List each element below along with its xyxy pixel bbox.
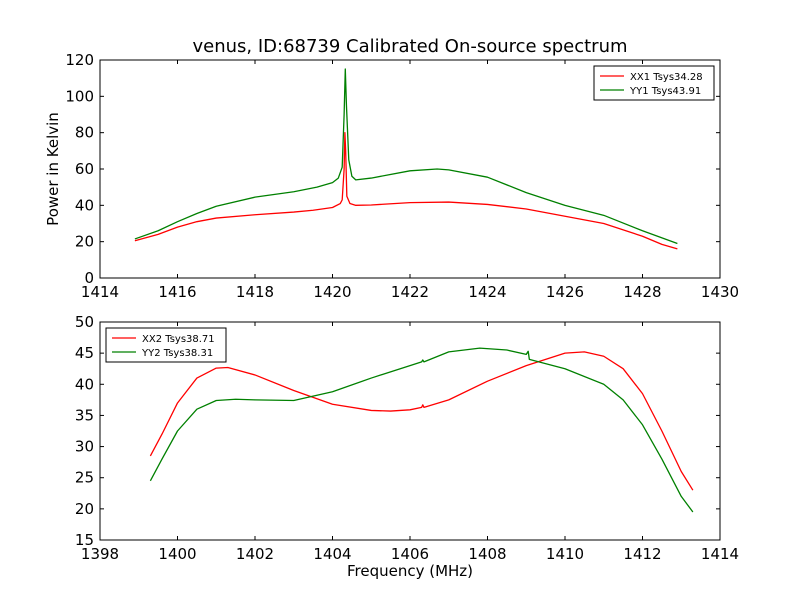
x-tick-label: 1414	[81, 283, 119, 301]
legend-1: XX1 Tsys34.28 YY1 Tsys43.91	[593, 65, 715, 101]
series-line-1-2	[134, 68, 678, 245]
x-tick-label: 1426	[546, 283, 584, 301]
x-tick-label: 1422	[391, 283, 429, 301]
y-tick-label: 20	[75, 233, 94, 251]
y-tick-label: 60	[75, 160, 94, 178]
y-tick-label: 15	[75, 531, 94, 549]
x-tick-label: 1404	[313, 545, 351, 563]
y-tick-label: 30	[75, 438, 94, 456]
x-tick-label: 1408	[468, 545, 506, 563]
x-tick-label: 1416	[158, 283, 196, 301]
y-tick-label: 20	[75, 500, 94, 518]
y-tick-label: 45	[75, 344, 94, 362]
y-tick-label: 100	[65, 87, 94, 105]
legend-entry: XX2 Tsys38.71	[142, 334, 215, 345]
y-tick-label: 40	[75, 375, 94, 393]
y-axis-label: Power in Kelvin	[44, 112, 62, 226]
legend-entry: YY2 Tsys38.31	[141, 348, 213, 359]
legend-box	[593, 65, 715, 101]
plot-panel-2: 1398 1400 1402 1404 1406 1408 1410 1412 1414 15 20…	[75, 313, 739, 580]
x-tick-label: 1420	[313, 283, 351, 301]
x-tick-label: 1424	[468, 283, 506, 301]
legend-2: XX2 Tsys38.71 YY2 Tsys38.31	[105, 327, 227, 363]
y-tick-label: 50	[75, 313, 94, 331]
y-tick-label: 35	[75, 406, 94, 424]
legend-entry: XX1 Tsys34.28	[630, 72, 703, 83]
series-line-2-1	[149, 351, 694, 491]
y-tick-label: 25	[75, 469, 94, 487]
x-tick-label: 1428	[623, 283, 661, 301]
x-tick-label: 1402	[236, 545, 274, 563]
x-tick-label: 1410	[546, 545, 584, 563]
y-tick-label: 0	[84, 269, 94, 287]
plot-panel-1: 1414 1416 1418 1420 1422 1424 1426 1428 1430 0 20 4…	[44, 51, 739, 301]
y-tick-label: 80	[75, 124, 94, 142]
chart-title: venus, ID:68739 Calibrated On-source spe…	[192, 36, 627, 57]
x-tick-label: 1406	[391, 545, 429, 563]
legend-box	[105, 327, 227, 363]
y-tick-label: 120	[65, 51, 94, 69]
y-tick-label: 40	[75, 196, 94, 214]
x-tick-label: 1398	[81, 545, 119, 563]
x-axis-label: Frequency (MHz)	[347, 562, 473, 580]
x-tick-label: 1430	[701, 283, 739, 301]
x-tick-label: 1414	[701, 545, 739, 563]
x-tick-label: 1412	[623, 545, 661, 563]
x-tick-label: 1418	[236, 283, 274, 301]
series-line-2-2	[149, 347, 694, 513]
legend-entry: YY1 Tsys43.91	[629, 86, 701, 97]
series-line-1-1	[134, 132, 678, 250]
x-tick-label: 1400	[158, 545, 196, 563]
